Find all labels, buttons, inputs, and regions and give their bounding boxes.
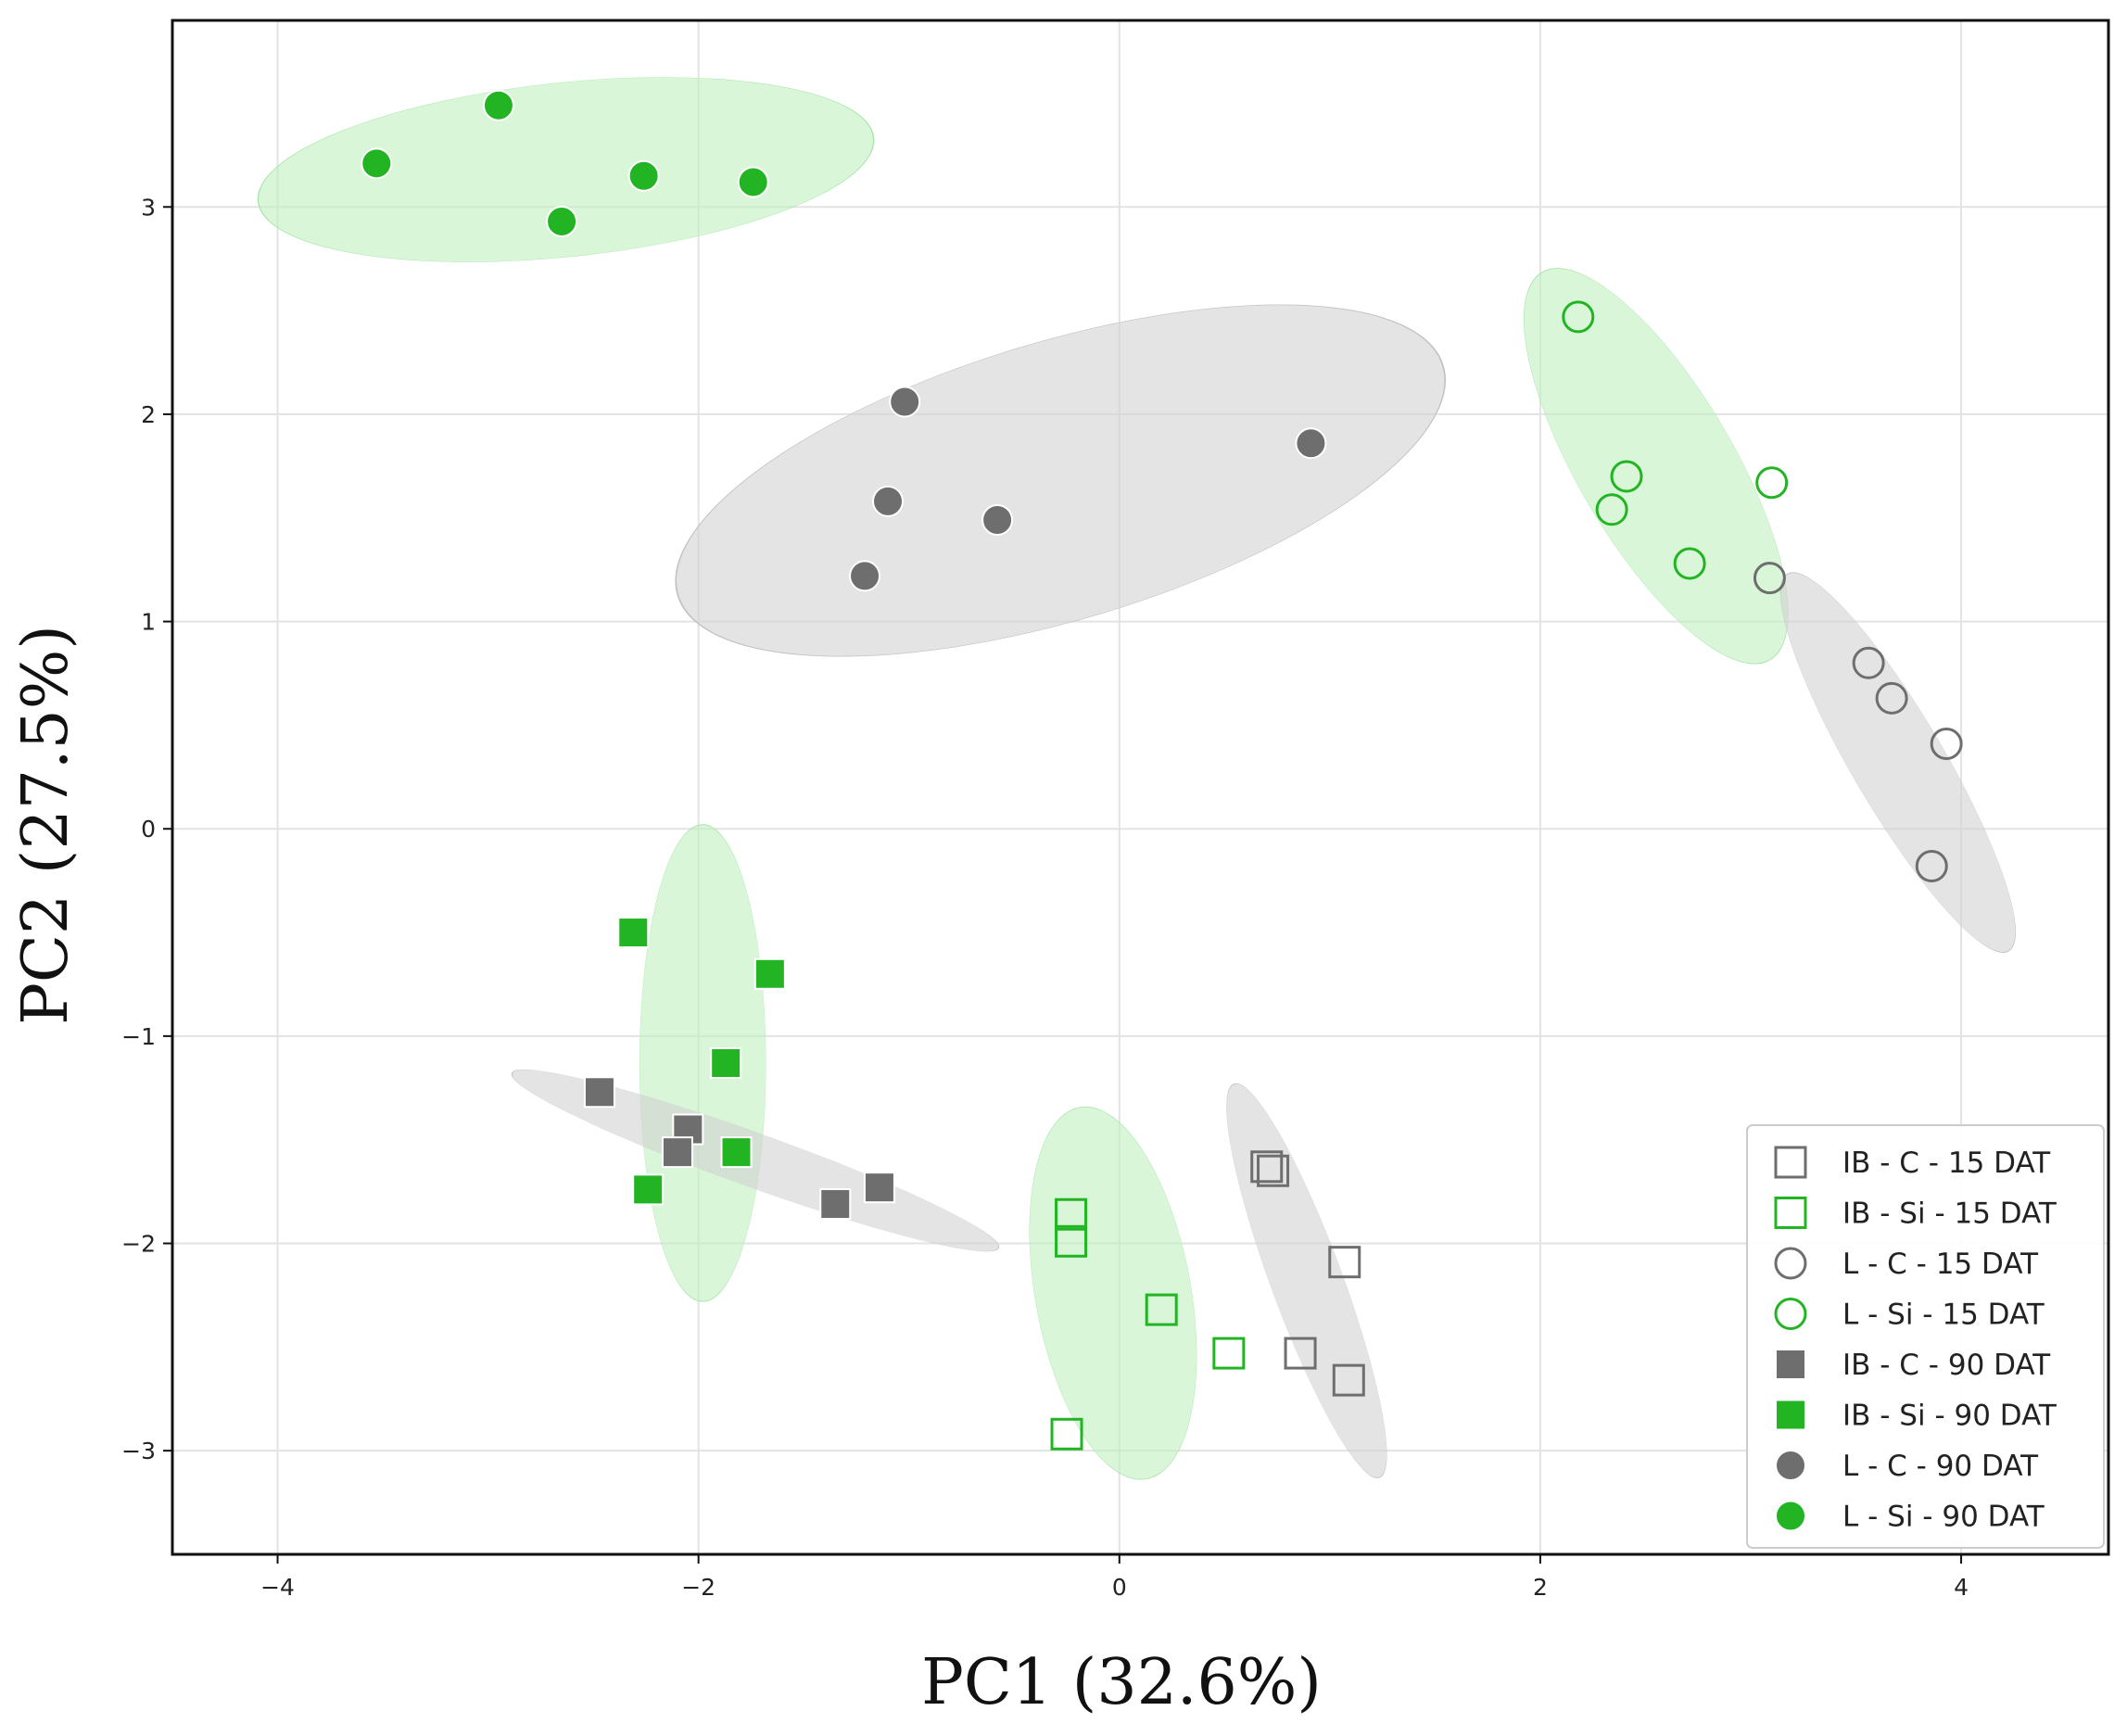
legend-label: L - Si - 90 DAT: [1842, 1501, 2045, 1534]
point-ib-c-90-dat: [819, 1188, 852, 1221]
point-l-c-15-dat: [1753, 562, 1786, 595]
point-ib-si-90-dat: [632, 1173, 665, 1206]
point-l-c-90-dat: [872, 485, 905, 517]
legend-label: IB - C - 15 DAT: [1842, 1147, 2051, 1180]
y-tick-label: 2: [141, 401, 156, 428]
point-l-si-15-dat: [1595, 493, 1628, 526]
x-tick-label: −4: [260, 1574, 295, 1601]
point-l-c-15-dat: [1852, 646, 1885, 679]
data-points: [361, 89, 1963, 1451]
y-axis-title: PC2 (27.5%): [9, 625, 82, 1025]
legend-marker: [1774, 1247, 1807, 1280]
point-ib-c-15-dat: [1250, 1150, 1284, 1184]
legend-label: IB - C - 90 DAT: [1842, 1349, 2051, 1382]
point-l-si-90-dat: [546, 205, 578, 237]
plot-frame: [171, 19, 2110, 1556]
point-l-si-90-dat: [361, 147, 393, 180]
point-ib-si-90-dat: [753, 957, 786, 990]
x-tick-label: −2: [681, 1574, 715, 1601]
legend-label: L - Si - 15 DAT: [1842, 1299, 2045, 1332]
point-l-c-90-dat: [889, 386, 921, 418]
point-ib-c-90-dat: [583, 1076, 615, 1109]
axis-ticks: −4 −2 0 2 4 −3 −2 −1 0 1 2 3: [121, 194, 1969, 1601]
point-ib-si-90-dat: [720, 1136, 753, 1169]
ellipse-ib-si-90-dat: [639, 824, 766, 1302]
point-ib-si-15-dat: [1145, 1293, 1178, 1326]
legend-marker: [1775, 1349, 1806, 1380]
y-tick-label: −2: [121, 1231, 156, 1258]
y-tick-label: 3: [141, 194, 156, 221]
y-tick-label: −3: [121, 1438, 156, 1464]
ellipse-l-si-90-dat: [257, 77, 875, 262]
point-l-si-15-dat: [1755, 466, 1789, 500]
point-l-c-15-dat: [1930, 728, 1963, 761]
point-ib-si-90-dat: [710, 1046, 742, 1079]
point-l-si-90-dat: [482, 89, 514, 121]
point-ib-c-15-dat: [1328, 1246, 1361, 1279]
legend-marker: [1774, 1146, 1807, 1179]
x-tick-label: 4: [1954, 1574, 1969, 1601]
x-axis-title: PC1 (32.6%): [921, 1646, 1322, 1719]
point-ib-si-15-dat: [1212, 1337, 1246, 1370]
point-l-si-15-dat: [1673, 547, 1706, 580]
point-l-c-90-dat: [849, 560, 881, 592]
legend-marker: [1775, 1450, 1806, 1481]
point-l-c-90-dat: [1295, 427, 1327, 460]
point-ib-c-90-dat: [863, 1172, 895, 1204]
legend-marker: [1774, 1197, 1807, 1229]
legend-label: L - C - 15 DAT: [1842, 1248, 2039, 1281]
point-ib-si-15-dat: [1055, 1197, 1088, 1231]
point-ib-c-90-dat: [661, 1136, 693, 1169]
legend-label: L - C - 90 DAT: [1842, 1450, 2039, 1483]
point-ib-si-90-dat: [617, 917, 650, 949]
y-tick-label: 1: [141, 609, 156, 636]
legend-label: IB - Si - 90 DAT: [1842, 1400, 2057, 1433]
legend: IB - C - 15 DAT IB - Si - 15 DAT L - C - 1…: [1746, 1124, 2105, 1549]
point-ib-si-15-dat: [1050, 1417, 1083, 1451]
legend-box: [1746, 1124, 2105, 1549]
x-tick-label: 2: [1533, 1574, 1548, 1601]
legend-label: IB - Si - 15 DAT: [1842, 1197, 2057, 1231]
legend-marker: [1774, 1298, 1807, 1330]
point-l-si-15-dat: [1562, 300, 1595, 334]
point-l-si-15-dat: [1610, 460, 1643, 493]
point-ib-c-15-dat: [1284, 1337, 1317, 1370]
x-tick-label: 0: [1112, 1574, 1127, 1601]
point-l-si-90-dat: [627, 159, 660, 192]
point-l-si-90-dat: [737, 166, 769, 198]
point-l-c-15-dat: [1915, 849, 1948, 882]
y-tick-label: −1: [121, 1023, 156, 1050]
ellipse-l-si-15-dat: [1523, 268, 1789, 665]
ellipse-ib-c-90-dat: [511, 1069, 1000, 1252]
point-ib-c-15-dat: [1332, 1363, 1365, 1397]
y-tick-label: 0: [141, 816, 156, 843]
point-l-c-90-dat: [981, 503, 1014, 536]
point-ib-c-15-dat: [1257, 1154, 1290, 1187]
point-ib-si-15-dat: [1055, 1224, 1088, 1258]
ellipse-l-c-15-dat: [1779, 572, 2017, 953]
legend-marker: [1775, 1399, 1806, 1431]
point-l-c-15-dat: [1875, 681, 1908, 715]
legend-marker: [1775, 1500, 1806, 1532]
